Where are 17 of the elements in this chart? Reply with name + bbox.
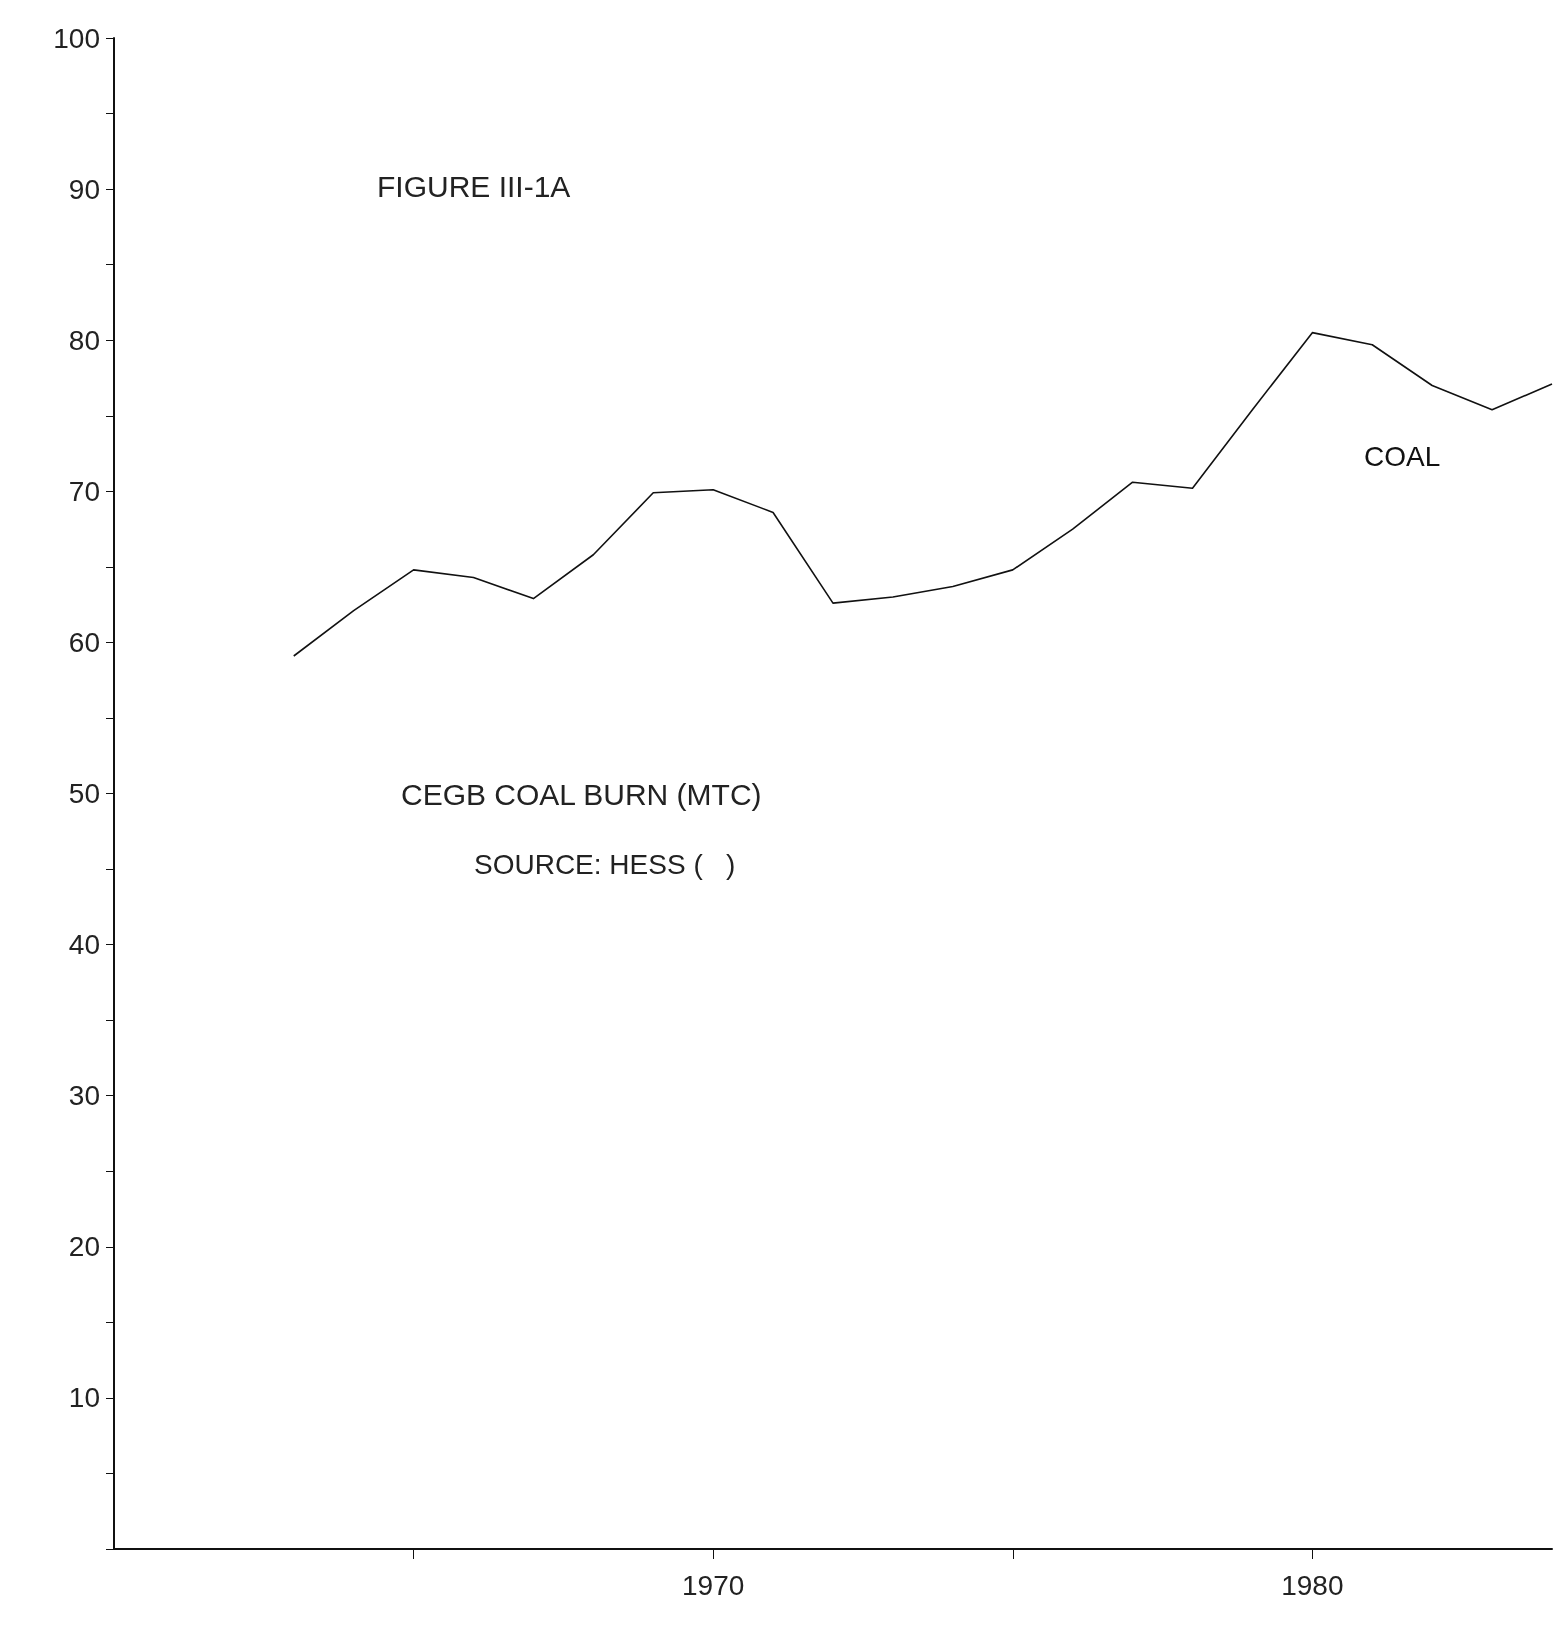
x-tick-label: 1970	[682, 1569, 745, 1601]
line-series	[292, 331, 1553, 657]
y-tick-label: 40	[68, 929, 100, 961]
text: CEGB COAL BURN (MTC)	[401, 777, 762, 811]
y-tick-label: 80	[68, 324, 100, 356]
y-tick-label: 100	[53, 22, 100, 54]
y-tick-label: 30	[68, 1080, 100, 1112]
series-label: COAL	[1364, 440, 1441, 472]
y-tick-label: 90	[68, 173, 100, 205]
y-tick-label: 20	[68, 1231, 100, 1263]
y-tick-label: 10	[68, 1382, 100, 1414]
y-tick-label: 50	[68, 778, 100, 809]
annotation: SOURCE: HESS ( )	[474, 848, 736, 880]
text: FIGURE III-1A	[377, 169, 571, 203]
y-tick-label: 70	[68, 475, 100, 507]
x-tick-label: 1980	[1281, 1569, 1344, 1601]
y-tick-label: 60	[68, 626, 100, 658]
